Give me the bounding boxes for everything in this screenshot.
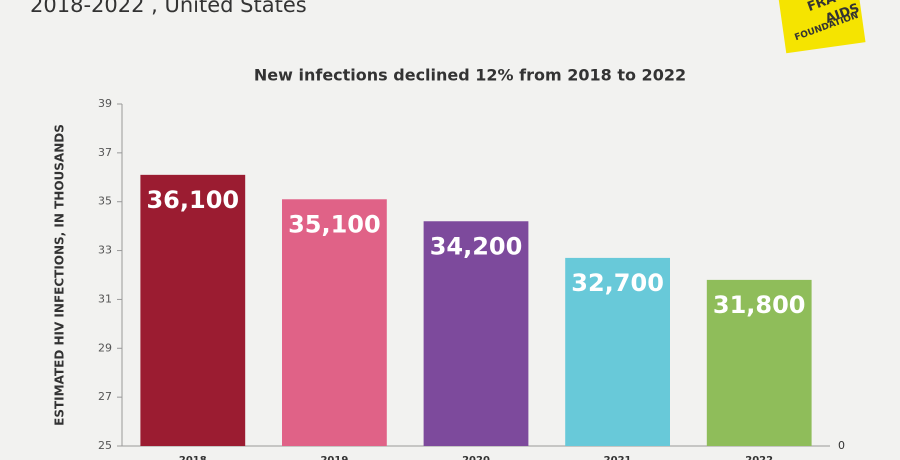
bar bbox=[565, 257, 670, 446]
x-tick-label: 2020 bbox=[462, 455, 490, 460]
y-tick-label: 31 bbox=[98, 292, 112, 305]
y-tick-label: 35 bbox=[98, 195, 112, 208]
value-label: 32,700 bbox=[571, 269, 664, 297]
y-tick-label: 27 bbox=[98, 390, 112, 403]
bar bbox=[140, 174, 246, 447]
value-label: 36,100 bbox=[146, 186, 239, 214]
y-tick-label: 25 bbox=[98, 439, 112, 452]
value-label: 35,100 bbox=[288, 210, 381, 238]
y-tick-label: 37 bbox=[98, 146, 112, 159]
bar bbox=[706, 279, 812, 446]
bar bbox=[423, 221, 529, 446]
y-tick-label: 33 bbox=[98, 244, 112, 257]
x-tick-label: 2019 bbox=[320, 455, 348, 460]
right-label: 0 bbox=[838, 439, 845, 452]
x-tick-label: 2022 bbox=[745, 455, 773, 460]
x-tick-label: 2021 bbox=[604, 455, 632, 460]
y-axis-label: ESTIMATED HIV INFECTIONS, IN THOUSANDS bbox=[53, 124, 67, 426]
logo-box bbox=[778, 0, 866, 54]
y-tick-label: 29 bbox=[98, 341, 112, 354]
x-tick-label: 2018 bbox=[179, 455, 207, 460]
value-label: 31,800 bbox=[713, 291, 806, 319]
y-tick-label: 39 bbox=[98, 97, 112, 110]
bar bbox=[282, 199, 387, 446]
chart-title: New infections declined 12% from 2018 to… bbox=[254, 66, 686, 85]
header: 2018-2022 , United States bbox=[30, 0, 307, 17]
value-label: 34,200 bbox=[430, 232, 523, 260]
logo: FRA AIDS FOUNDATION bbox=[778, 0, 866, 54]
